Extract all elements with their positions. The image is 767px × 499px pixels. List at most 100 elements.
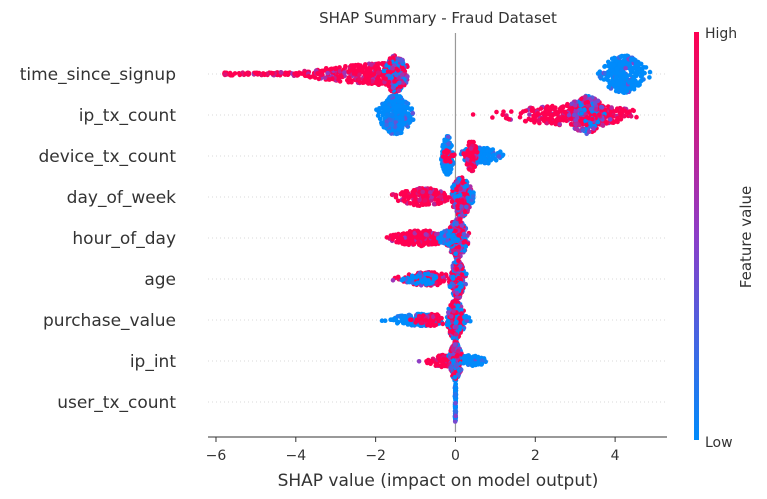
shap-point — [618, 54, 624, 59]
shap-point — [430, 240, 436, 246]
shap-point — [535, 111, 541, 116]
shap-point — [452, 419, 458, 424]
shap-point — [389, 94, 394, 99]
shap-point — [585, 103, 591, 108]
shap-point — [355, 62, 361, 68]
shap-point — [414, 317, 420, 323]
shap-point — [398, 57, 404, 63]
shap-point — [436, 235, 441, 241]
feature-label: day_of_week — [67, 188, 176, 208]
shap-point — [425, 359, 430, 365]
shap-point — [423, 232, 429, 237]
shap-point — [454, 324, 459, 330]
shap-point — [624, 76, 629, 81]
shap-point — [445, 242, 451, 247]
shap-point — [323, 66, 329, 71]
shap-point — [337, 65, 342, 70]
feature-dots-age — [390, 256, 469, 301]
shap-point — [416, 242, 422, 247]
shap-point — [553, 109, 559, 115]
shap-point — [613, 75, 619, 80]
shap-point — [425, 322, 430, 328]
shap-point — [457, 217, 463, 222]
shap-point — [470, 112, 476, 117]
shap-point — [584, 115, 590, 120]
shap-point — [404, 189, 410, 194]
shap-point — [395, 235, 400, 241]
shap-point — [374, 61, 380, 67]
shap-point — [366, 77, 371, 83]
shap-point — [616, 78, 622, 83]
shap-point — [446, 157, 452, 163]
shap-point — [384, 235, 390, 240]
shap-point — [479, 361, 485, 367]
shap-point — [419, 236, 425, 241]
shap-point — [542, 112, 548, 118]
shap-point — [410, 110, 416, 116]
shap-point — [439, 315, 444, 321]
shap-point — [500, 112, 506, 118]
shap-point — [596, 112, 602, 117]
shap-point — [406, 321, 412, 326]
shap-point — [384, 105, 389, 111]
shap-point — [454, 221, 459, 227]
shap-point — [398, 84, 404, 90]
shap-point — [595, 119, 601, 125]
shap-point — [237, 72, 243, 78]
shap-point — [464, 162, 470, 167]
shap-point — [619, 107, 625, 113]
shap-point — [459, 311, 464, 316]
shap-point — [614, 70, 620, 75]
shap-point — [390, 237, 395, 242]
shap-point — [458, 204, 464, 209]
shap-point — [409, 238, 415, 244]
shap-point — [425, 271, 431, 277]
shap-point — [446, 141, 451, 147]
shap-point — [410, 280, 415, 285]
shap-point — [347, 75, 352, 81]
shap-point — [401, 276, 406, 282]
shap-point — [460, 198, 465, 203]
shap-point — [455, 348, 461, 354]
shap-point — [346, 69, 352, 75]
shap-point — [614, 106, 620, 111]
shap-point — [632, 65, 637, 70]
shap-point — [454, 319, 459, 325]
shap-point — [622, 72, 627, 78]
shap-point — [647, 69, 653, 75]
shap-point — [452, 386, 458, 391]
shap-point — [470, 194, 476, 199]
shap-point — [316, 76, 322, 82]
shap-point — [448, 234, 453, 239]
shap-point — [400, 80, 406, 86]
shap-point — [568, 116, 574, 122]
shap-point — [449, 199, 455, 204]
shap-point — [423, 318, 429, 323]
shap-point — [584, 122, 589, 128]
shap-point — [490, 115, 495, 120]
feature-label: user_tx_count — [57, 393, 176, 413]
feature-dots-day_of_week — [389, 175, 476, 219]
shap-point — [456, 233, 462, 239]
shap-point — [444, 148, 449, 153]
shap-point — [375, 113, 381, 118]
shap-point — [417, 186, 422, 191]
colorbar-title: Feature value — [737, 186, 755, 288]
feature-dots-hour_of_day — [384, 216, 472, 260]
shap-point — [379, 318, 385, 324]
shap-point — [549, 113, 555, 118]
shap-point — [445, 172, 451, 177]
shap-point — [343, 64, 348, 69]
shap-point — [387, 117, 393, 123]
shap-point — [301, 72, 307, 77]
shap-point — [603, 76, 609, 82]
shap-point — [624, 86, 630, 91]
shap-point — [420, 202, 426, 207]
shap-point — [422, 198, 428, 203]
shap-point — [376, 74, 381, 80]
shap-point — [375, 81, 381, 87]
shap-point — [465, 156, 470, 162]
shap-point — [623, 65, 628, 71]
shap-point — [573, 122, 578, 127]
shap-point — [390, 85, 396, 90]
